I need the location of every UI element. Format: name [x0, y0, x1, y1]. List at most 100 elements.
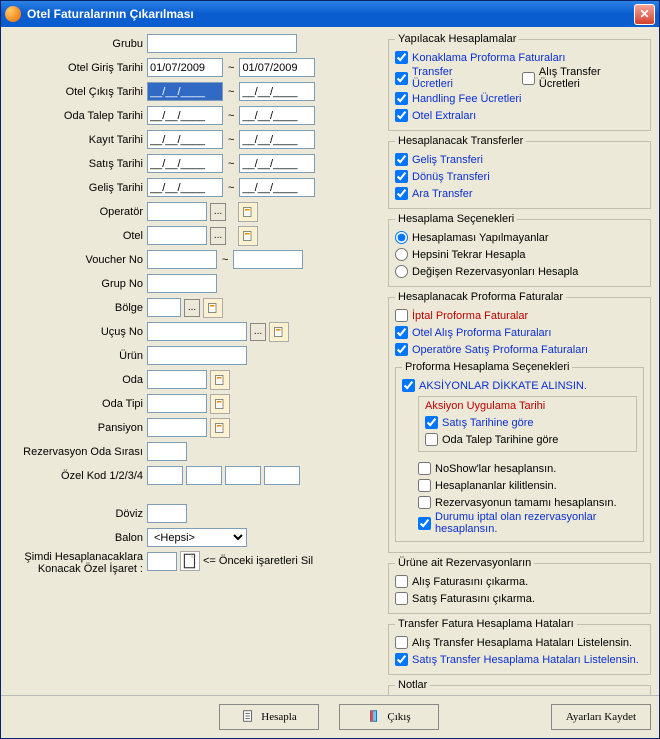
chk-satis-tarihine[interactable] [425, 416, 438, 429]
input-gelis-to[interactable] [239, 178, 315, 197]
input-ozelkod3[interactable] [225, 466, 261, 485]
lbl-alis-transfer: Alış Transfer Ücretleri [539, 66, 644, 90]
input-odatipi[interactable] [147, 394, 207, 413]
input-oda[interactable] [147, 370, 207, 389]
chk-alis-transfer[interactable] [522, 72, 535, 85]
input-ozelkod1[interactable] [147, 466, 183, 485]
group-notlar: Notlar Otel Notu Listelensin. Intern Not… [388, 679, 651, 695]
pick-pansiyon[interactable] [210, 418, 230, 438]
input-satis-to[interactable] [239, 154, 315, 173]
chk-oda-talep-tarihine[interactable] [425, 433, 438, 446]
rad-degisen[interactable] [395, 265, 408, 278]
input-ozelkod2[interactable] [186, 466, 222, 485]
input-otel-giris-from[interactable] [147, 58, 223, 77]
chk-handling[interactable] [395, 92, 408, 105]
chk-iptal-rez[interactable] [418, 517, 431, 530]
pick-odatipi[interactable] [210, 394, 230, 414]
input-simdi[interactable] [147, 552, 177, 571]
input-voucher-to[interactable] [233, 250, 303, 269]
input-ozelkod4[interactable] [264, 466, 300, 485]
chk-iptal-prof[interactable] [395, 309, 408, 322]
chk-hata-alis[interactable] [395, 636, 408, 649]
chk-hata-satis[interactable] [395, 653, 408, 666]
titlebar: Otel Faturalarının Çıkarılması ✕ [1, 1, 659, 27]
input-otel-cikis-from[interactable] [147, 82, 223, 101]
btn-cikis[interactable]: Çıkış [339, 704, 439, 730]
legend-yapilacak: Yapılacak Hesaplamalar [395, 33, 519, 45]
chk-urune-alis[interactable] [395, 575, 408, 588]
chk-ara-tr[interactable] [395, 187, 408, 200]
lbl-otelextra: Otel Extraları [412, 110, 476, 122]
label-satis: Satış Tarihi [9, 158, 147, 170]
label-bolge: Bölge [9, 302, 147, 314]
input-doviz[interactable] [147, 504, 187, 523]
chk-donus-tr[interactable] [395, 170, 408, 183]
left-column: Grubu Otel Giriş Tarihi ~ Otel Çıkış Tar… [9, 33, 384, 691]
btn-hesapla[interactable]: Hesapla [219, 704, 319, 730]
input-gelis-from[interactable] [147, 178, 223, 197]
chk-tamami[interactable] [418, 496, 431, 509]
legend-hatalar: Transfer Fatura Hesaplama Hataları [395, 618, 577, 630]
input-otel[interactable] [147, 226, 207, 245]
input-bolge[interactable] [147, 298, 181, 317]
input-satis-from[interactable] [147, 154, 223, 173]
label-rezoda: Rezervasyon Oda Sırası [9, 446, 147, 458]
input-ucusno[interactable] [147, 322, 247, 341]
pick-bolge[interactable] [203, 298, 223, 318]
chk-aksiyonlar[interactable] [402, 379, 415, 392]
lbl-iptal-rez: Durumu iptal olan rezervasyonlar hesapla… [435, 511, 637, 535]
chk-otelextra[interactable] [395, 109, 408, 122]
dots-ucusno[interactable]: ... [250, 323, 266, 341]
input-otel-giris-to[interactable] [239, 58, 315, 77]
rad-hepsini[interactable] [395, 248, 408, 261]
input-oda-talep-from[interactable] [147, 106, 223, 125]
dots-bolge[interactable]: ... [184, 299, 200, 317]
input-kayit-from[interactable] [147, 130, 223, 149]
label-otel-cikis: Otel Çıkış Tarihi [9, 86, 147, 98]
input-urun[interactable] [147, 346, 247, 365]
pick-ucusno[interactable] [269, 322, 289, 342]
lbl-transfer-ucret: Transfer Ücretleri [412, 66, 496, 90]
page-icon[interactable] [180, 551, 200, 571]
chk-kilitlensin[interactable] [418, 479, 431, 492]
select-balon[interactable]: <Hepsi> [147, 528, 247, 547]
label-gelis: Geliş Tarihi [9, 182, 147, 194]
dots-otel[interactable]: ... [210, 227, 226, 245]
btn-ayarlari-label: Ayarları Kaydet [566, 711, 636, 723]
input-operator[interactable] [147, 202, 207, 221]
pick-otel[interactable] [238, 226, 258, 246]
chk-op-satis-prof[interactable] [395, 343, 408, 356]
input-otel-cikis-to[interactable] [239, 82, 315, 101]
lbl-ara-tr: Ara Transfer [412, 188, 473, 200]
lbl-aksiyon-uyg: Aksiyon Uygulama Tarihi [425, 400, 630, 412]
chk-otel-alis-prof[interactable] [395, 326, 408, 339]
chk-gelis-tr[interactable] [395, 153, 408, 166]
label-ucusno: Uçuş No [9, 326, 147, 338]
input-rezoda[interactable] [147, 442, 187, 461]
chk-urune-satis[interactable] [395, 592, 408, 605]
label-oda: Oda [9, 374, 147, 386]
chk-transfer-ucret[interactable] [395, 72, 408, 85]
input-voucher-from[interactable] [147, 250, 217, 269]
dots-operator[interactable]: ... [210, 203, 226, 221]
chk-noshow[interactable] [418, 462, 431, 475]
footer: Hesapla Çıkış Ayarları Kaydet [1, 695, 659, 738]
group-secenekler: Hesaplama Seçenekleri Hesaplaması Yapılm… [388, 213, 651, 287]
lbl-konaklama: Konaklama Proforma Faturaları [412, 52, 565, 64]
group-urune: Ürüne ait Rezervasyonların Alış Faturası… [388, 557, 651, 614]
input-grupno[interactable] [147, 274, 217, 293]
label-oda-talep: Oda Talep Tarihi [9, 110, 147, 122]
lbl-degisen: Değişen Rezervasyonları Hesapla [412, 266, 578, 278]
btn-ayarlari[interactable]: Ayarları Kaydet [551, 704, 651, 730]
input-kayit-to[interactable] [239, 130, 315, 149]
rad-yapilmayan[interactable] [395, 231, 408, 244]
close-icon[interactable]: ✕ [634, 4, 655, 25]
pick-oda[interactable] [210, 370, 230, 390]
chk-konaklama[interactable] [395, 51, 408, 64]
input-pansiyon[interactable] [147, 418, 207, 437]
input-oda-talep-to[interactable] [239, 106, 315, 125]
group-yapilacak: Yapılacak Hesaplamalar Konaklama Proform… [388, 33, 651, 131]
lbl-kilitlensin: Hesaplananlar kilitlensin. [435, 480, 557, 492]
input-grubu[interactable] [147, 34, 297, 53]
pick-operator[interactable] [238, 202, 258, 222]
